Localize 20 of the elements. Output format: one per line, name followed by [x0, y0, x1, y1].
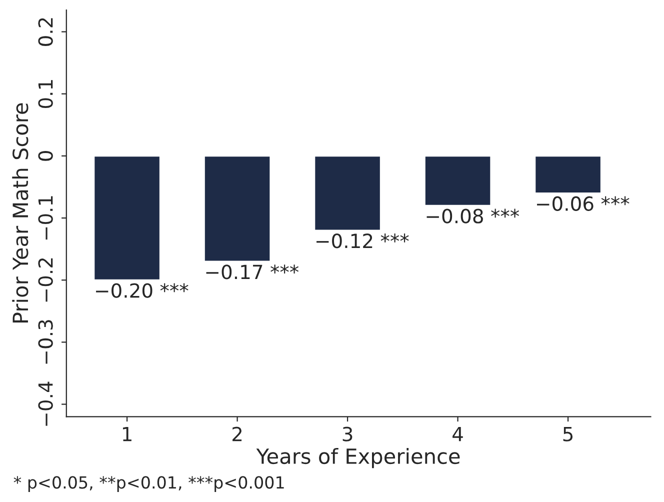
text: * p<0.05, **p<0.01, ***p<0.001	[14, 476, 284, 492]
x-axis-title: Years of Experience	[256, 448, 460, 468]
data-label: −0.06 ***	[537, 196, 630, 212]
x-tick-label: 3	[342, 426, 352, 442]
y-tick-label: −0.3	[38, 320, 53, 364]
x-tick-label: 1	[122, 426, 132, 442]
data-label: −0.20 ***	[96, 283, 188, 298]
y-tick-label: −0.2	[38, 258, 53, 302]
y-tick-label: 0.1	[38, 80, 53, 108]
x-tick-label: 4	[452, 426, 463, 442]
data-label: −0.08 ***	[426, 208, 520, 224]
y-axis-title: Prior Year Math Score	[12, 103, 28, 322]
data-label: −0.12 ***	[316, 234, 409, 248]
y-tick-label: −0.1	[38, 196, 53, 240]
y-tick-label: 0	[38, 151, 53, 161]
x-tick-label: 5	[563, 426, 573, 442]
y-tick-label: −0.4	[38, 382, 53, 426]
x-tick-label: 2	[232, 426, 242, 442]
y-tick-label: 0.2	[38, 18, 53, 46]
data-label: −0.17 ***	[206, 264, 299, 280]
